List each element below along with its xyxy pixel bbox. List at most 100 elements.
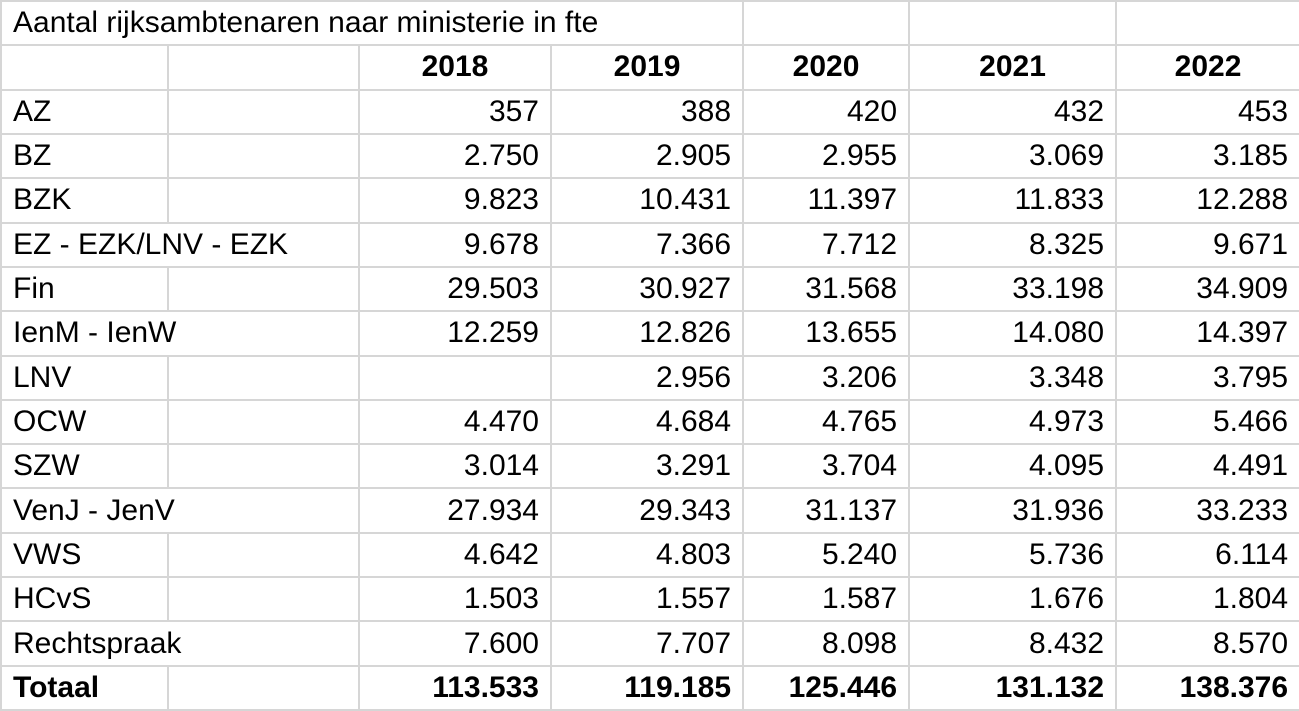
fte-value: 7.707 — [549, 620, 745, 667]
fte-value: 9.671 — [1115, 221, 1299, 268]
fte-value: 12.288 — [1115, 177, 1299, 224]
table-row: Rechtspraak 7.600 7.707 8.098 8.432 8.570 — [0, 620, 1299, 667]
fte-value: 12.826 — [549, 310, 745, 357]
fte-value: 14.080 — [908, 310, 1118, 357]
fte-value: 3.348 — [908, 354, 1118, 401]
row-label: BZK — [0, 177, 169, 224]
fte-value: 4.684 — [549, 398, 745, 446]
fte-value: 8.432 — [908, 620, 1118, 667]
fte-value: 1.676 — [908, 576, 1118, 623]
fte-value: 3.795 — [1115, 354, 1299, 401]
fte-value: 29.343 — [549, 487, 745, 534]
empty-cell — [742, 0, 911, 47]
table-row: BZK 9.823 10.431 11.397 11.833 12.288 — [0, 177, 1299, 224]
fte-value: 11.397 — [742, 177, 911, 224]
table-row: HCvS 1.503 1.557 1.587 1.676 1.804 — [0, 576, 1299, 623]
fte-value: 2.750 — [358, 132, 552, 180]
year-header-row: 2018 2019 2020 2021 2022 — [0, 44, 1299, 91]
empty-cell — [167, 177, 360, 224]
table-row: EZ - EZK/LNV - EZK 9.678 7.366 7.712 8.325 9.… — [0, 221, 1299, 268]
total-row: Totaal 113.533 119.185 125.446 131.132 138.37… — [0, 664, 1299, 711]
fte-value: 9.678 — [358, 221, 552, 268]
empty-cell — [167, 44, 360, 91]
fte-value: 1.557 — [549, 576, 745, 623]
table-row: SZW 3.014 3.291 3.704 4.095 4.491 — [0, 443, 1299, 490]
fte-value: 11.833 — [908, 177, 1118, 224]
fte-value: 3.704 — [742, 443, 911, 490]
empty-cell — [908, 0, 1118, 47]
fte-value: 2.905 — [549, 132, 745, 180]
fte-value: 27.934 — [358, 487, 552, 534]
fte-value: 357 — [358, 88, 552, 135]
fte-value — [358, 354, 552, 401]
fte-value: 8.098 — [742, 620, 911, 667]
fte-value: 3.069 — [908, 132, 1118, 180]
fte-value: 33.198 — [908, 265, 1118, 313]
empty-cell — [1115, 0, 1299, 47]
fte-value: 113.533 — [358, 664, 552, 711]
fte-value: 7.712 — [742, 221, 911, 268]
empty-cell — [167, 443, 360, 490]
fte-value: 1.503 — [358, 576, 552, 623]
fte-value: 453 — [1115, 88, 1299, 135]
fte-value: 12.259 — [358, 310, 552, 357]
fte-value: 138.376 — [1115, 664, 1299, 711]
fte-value: 9.823 — [358, 177, 552, 224]
row-label: EZ - EZK/LNV - EZK — [0, 221, 360, 268]
fte-value: 432 — [908, 88, 1118, 135]
fte-value: 7.600 — [358, 620, 552, 667]
table-row: VenJ - JenV 27.934 29.343 31.137 31.936 33.23… — [0, 487, 1299, 534]
row-label: LNV — [0, 354, 169, 401]
row-label: Fin — [0, 265, 169, 313]
empty-cell — [167, 132, 360, 180]
fte-value: 13.655 — [742, 310, 911, 357]
empty-cell — [167, 576, 360, 623]
fte-value: 4.491 — [1115, 443, 1299, 490]
row-label: AZ — [0, 88, 169, 135]
row-label: SZW — [0, 443, 169, 490]
fte-value: 5.240 — [742, 531, 911, 579]
table-row: IenM - IenW 12.259 12.826 13.655 14.080 14.39… — [0, 310, 1299, 357]
empty-cell — [167, 88, 360, 135]
col-header-2019: 2019 — [549, 44, 745, 91]
fte-value: 125.446 — [742, 664, 911, 711]
empty-cell — [167, 398, 360, 446]
fte-value: 4.973 — [908, 398, 1118, 446]
fte-value: 4.803 — [549, 531, 745, 579]
row-label: VenJ - JenV — [0, 487, 360, 534]
fte-value: 4.095 — [908, 443, 1118, 490]
fte-value: 5.466 — [1115, 398, 1299, 446]
fte-value: 33.233 — [1115, 487, 1299, 534]
fte-value: 2.955 — [742, 132, 911, 180]
empty-cell — [167, 354, 360, 401]
fte-value: 31.936 — [908, 487, 1118, 534]
table-row: OCW 4.470 4.684 4.765 4.973 5.466 — [0, 398, 1299, 446]
fte-value: 14.397 — [1115, 310, 1299, 357]
fte-value: 3.014 — [358, 443, 552, 490]
row-label: BZ — [0, 132, 169, 180]
fte-value: 6.114 — [1115, 531, 1299, 579]
fte-value: 7.366 — [549, 221, 745, 268]
fte-value: 5.736 — [908, 531, 1118, 579]
table-row: BZ 2.750 2.905 2.955 3.069 3.185 — [0, 132, 1299, 180]
row-label: Totaal — [0, 664, 169, 711]
table-row: LNV 2.956 3.206 3.348 3.795 — [0, 354, 1299, 401]
fte-value: 31.568 — [742, 265, 911, 313]
fte-value: 30.927 — [549, 265, 745, 313]
fte-value: 4.642 — [358, 531, 552, 579]
fte-value: 3.185 — [1115, 132, 1299, 180]
table-row: AZ 357 388 420 432 453 — [0, 88, 1299, 135]
fte-value: 34.909 — [1115, 265, 1299, 313]
fte-value: 1.804 — [1115, 576, 1299, 623]
row-label: HCvS — [0, 576, 169, 623]
fte-value: 119.185 — [549, 664, 745, 711]
fte-value: 2.956 — [549, 354, 745, 401]
empty-cell — [0, 44, 169, 91]
col-header-2021: 2021 — [908, 44, 1118, 91]
fte-value: 3.206 — [742, 354, 911, 401]
row-label: VWS — [0, 531, 169, 579]
empty-cell — [167, 265, 360, 313]
row-label: OCW — [0, 398, 169, 446]
fte-value: 1.587 — [742, 576, 911, 623]
